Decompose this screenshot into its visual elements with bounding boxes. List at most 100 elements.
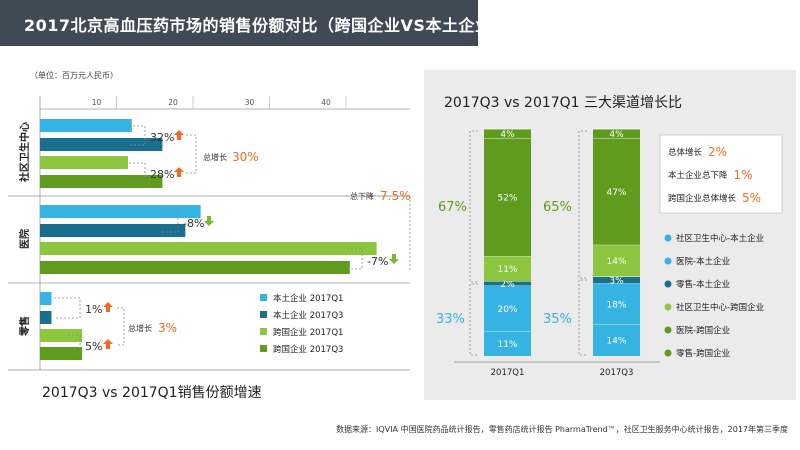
bracket	[129, 125, 146, 146]
legend-swatch	[260, 345, 267, 352]
segment-value-label: 14%	[606, 257, 626, 267]
legend-dot	[664, 257, 672, 265]
x-tick-label: 10	[92, 98, 102, 107]
info-box-label: 总体增长	[668, 147, 703, 158]
info-box	[659, 134, 783, 214]
stacked-bar-segment	[593, 276, 640, 284]
legend-dot	[664, 303, 672, 311]
legend-label: 医院-本土企业	[676, 256, 730, 267]
left-chart-title: 2017Q3 vs 2017Q1销售份额增速	[42, 385, 262, 401]
bar	[40, 156, 128, 169]
bracket	[346, 195, 411, 270]
legend-swatch	[260, 311, 267, 318]
bracket	[347, 248, 363, 270]
side-percent-label: 33%	[436, 312, 465, 327]
x-tick-label: 30	[245, 98, 255, 107]
info-box-value: 5%	[742, 191, 761, 205]
legend-label: 本土企业 2017Q3	[273, 310, 343, 321]
up-arrow-icon	[103, 339, 113, 349]
change-label: 1%	[85, 303, 102, 316]
segment-value-label: 18%	[606, 300, 626, 310]
legend-label: 零售-跨国企业	[676, 348, 730, 359]
legend-dot	[664, 349, 672, 357]
stacked-bar-segment	[593, 283, 640, 325]
segment-value-label: 4%	[500, 130, 515, 140]
side-percent-label: 67%	[438, 200, 467, 215]
right-chart-title: 2017Q3 vs 2017Q1 三大渠道增长比	[444, 95, 683, 111]
right-chart: 11% 20% 2% 11% 52% 4% 2017Q1 14% 18% 3% 14% 47% 4% 20…	[436, 128, 783, 378]
segment-value-label: 52%	[497, 194, 517, 204]
category-label: 医院	[18, 229, 31, 249]
x-tick-label: 40	[321, 98, 331, 107]
legend-label: 本土企业 2017Q1	[273, 293, 343, 304]
unit-label: （单位：百万元人民币）	[30, 71, 118, 80]
category-label: 社区卫生中心	[18, 122, 31, 183]
segment-value-label: 20%	[497, 305, 517, 315]
bracket	[469, 283, 478, 356]
bracket	[68, 334, 81, 355]
header-bar	[0, 0, 478, 46]
bar	[40, 138, 163, 151]
x-tick-label: 20	[168, 98, 178, 107]
source-note: 数据来源：IQVIA 中国医院药品统计报告，零售药店统计报告 PharmaTre…	[336, 425, 788, 434]
legend-label: 社区卫生中心-本土企业	[676, 233, 764, 244]
legend-dot	[664, 234, 672, 242]
x-category-label: 2017Q1	[491, 368, 525, 378]
bar	[40, 292, 52, 305]
bar	[40, 224, 186, 237]
stacked-bar-segment	[484, 281, 531, 286]
legend-label: 跨国企业 2017Q1	[273, 327, 343, 338]
legend-swatch	[260, 294, 267, 301]
change-label: 32%	[150, 131, 174, 144]
total-value: 3%	[158, 321, 177, 335]
stacked-bar-segment	[484, 256, 531, 282]
bracket	[578, 279, 587, 356]
down-arrow-icon	[204, 216, 214, 226]
stacked-bar-segment	[593, 138, 640, 245]
bracket	[578, 130, 587, 279]
info-box-value: 1%	[734, 168, 753, 182]
stacked-bar-segment	[593, 244, 640, 277]
legend-swatch	[260, 328, 267, 335]
side-percent-label: 35%	[543, 312, 572, 327]
segment-value-label: 3%	[609, 276, 624, 286]
stacked-bar-segment	[484, 285, 531, 332]
change-label: 28%	[150, 168, 174, 181]
legend-label: 跨国企业 2017Q3	[273, 344, 343, 355]
category-label: 零售	[18, 316, 31, 337]
bracket	[54, 297, 81, 319]
legend-label: 零售-本土企业	[676, 279, 730, 290]
segment-value-label: 4%	[609, 130, 624, 140]
side-percent-label: 65%	[543, 200, 572, 215]
legend-label: 医院-跨国企业	[676, 325, 730, 336]
segment-value-label: 11%	[497, 340, 517, 350]
bar	[40, 329, 83, 342]
stacked-bar-segment	[593, 324, 640, 356]
up-arrow-icon	[103, 302, 113, 312]
bar	[40, 205, 201, 218]
bracket	[117, 307, 125, 346]
total-label: 总增长	[128, 323, 152, 333]
bracket	[469, 130, 478, 283]
legend-dot	[664, 326, 672, 334]
total-value: 7.5%	[380, 189, 411, 203]
legend-dot	[664, 280, 672, 288]
info-box-label: 跨国企业总体增长	[668, 193, 737, 204]
info-box-label: 本土企业总下降	[668, 170, 728, 181]
total-value: 30%	[232, 150, 259, 164]
up-arrow-icon	[174, 130, 184, 140]
info-box-value: 2%	[708, 145, 727, 159]
stacked-bar-segment	[484, 138, 531, 257]
stacked-bar-segment	[593, 129, 640, 139]
bracket	[129, 162, 146, 183]
up-arrow-icon	[174, 167, 184, 177]
bracket	[186, 134, 197, 174]
segment-value-label: 2%	[500, 280, 515, 290]
page-title: 2017北京高血压药市场的销售份额对比（跨国企业VS本土企业）	[24, 16, 508, 35]
bar	[40, 119, 132, 132]
bar	[40, 311, 52, 324]
bar	[40, 175, 163, 188]
stacked-bar-segment	[484, 331, 531, 356]
change-label: 5%	[85, 340, 102, 353]
